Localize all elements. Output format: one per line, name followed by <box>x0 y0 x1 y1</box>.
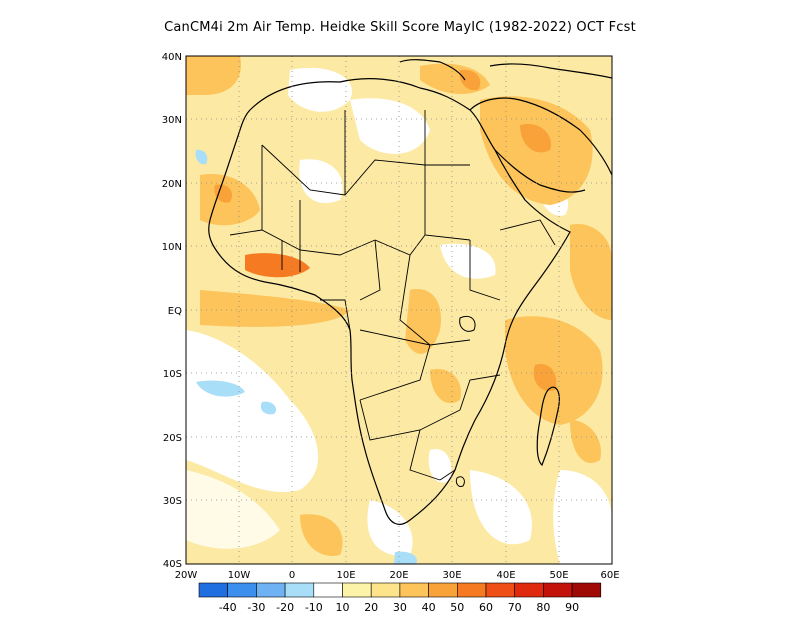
lat-label: 10N <box>162 242 182 253</box>
lat-label: 20S <box>163 433 182 444</box>
colorbar-swatch <box>456 582 487 598</box>
colorbar-swatch <box>284 582 315 598</box>
lon-label: 10W <box>228 570 251 581</box>
map-title: CanCM4i 2m Air Temp. Heidke Skill Score … <box>164 20 636 35</box>
lakes <box>455 315 476 487</box>
colorbar-label: 80 <box>536 601 550 614</box>
colorbar-swatch <box>227 582 257 598</box>
colorbar-swatch <box>399 582 429 598</box>
colorbar-label: -10 <box>305 601 323 614</box>
lat-axis: 40N 30N 20N 10N EQ 10S 20S 30S 40S <box>162 52 182 570</box>
lon-label: 30E <box>442 570 461 581</box>
colorbar-label: -20 <box>276 601 294 614</box>
colorbar-label: 40 <box>422 601 436 614</box>
colorbar-label: 90 <box>565 601 579 614</box>
colorbar-swatch <box>370 582 401 598</box>
colorbar-swatch <box>428 582 458 598</box>
lat-label: 40N <box>162 52 182 63</box>
colorbar-label: 50 <box>450 601 464 614</box>
colorbar-label: -40 <box>219 601 237 614</box>
colorbar-label: -30 <box>247 601 265 614</box>
colorbar-swatch <box>571 582 602 598</box>
colorbar-swatch <box>313 582 343 598</box>
plot-frame <box>185 55 613 565</box>
lon-label: 0 <box>289 570 295 581</box>
lon-label: 40E <box>496 570 515 581</box>
lon-label: 20E <box>389 570 408 581</box>
lon-axis: 20W 10W 0 10E 20E 30E 40E 50E 60E <box>175 570 620 581</box>
lon-label: 20W <box>175 570 198 581</box>
lon-label: 10E <box>336 570 355 581</box>
colorbar-swatch <box>485 582 516 598</box>
colorbar-swatch <box>198 582 229 598</box>
lon-label: 50E <box>549 570 568 581</box>
colorbar <box>198 582 602 598</box>
colorbar-label: 70 <box>508 601 522 614</box>
lat-label: 20N <box>162 179 182 190</box>
colorbar-swatch <box>256 582 286 598</box>
colorbar-label: 60 <box>479 601 493 614</box>
lat-label: 40S <box>163 559 182 570</box>
colorbar-swatch <box>342 582 372 598</box>
skill-field <box>186 56 612 564</box>
colorbar-label: 10 <box>336 601 350 614</box>
colorbar-label: 20 <box>364 601 378 614</box>
colorbar-swatch <box>514 582 544 598</box>
grid-lines <box>186 56 612 564</box>
colorbar-labels: -40 -30 -20 -10 10 20 30 40 50 60 70 80 90 <box>219 601 579 614</box>
lat-label: 30N <box>162 115 182 126</box>
lat-label: 10S <box>163 369 182 380</box>
lat-label: EQ <box>168 306 182 317</box>
colorbar-swatch <box>543 582 573 598</box>
colorbar-label: 30 <box>393 601 407 614</box>
lat-label: 30S <box>163 496 182 507</box>
country-borders <box>229 110 556 481</box>
coastlines <box>208 59 612 525</box>
lon-label: 60E <box>600 570 619 581</box>
